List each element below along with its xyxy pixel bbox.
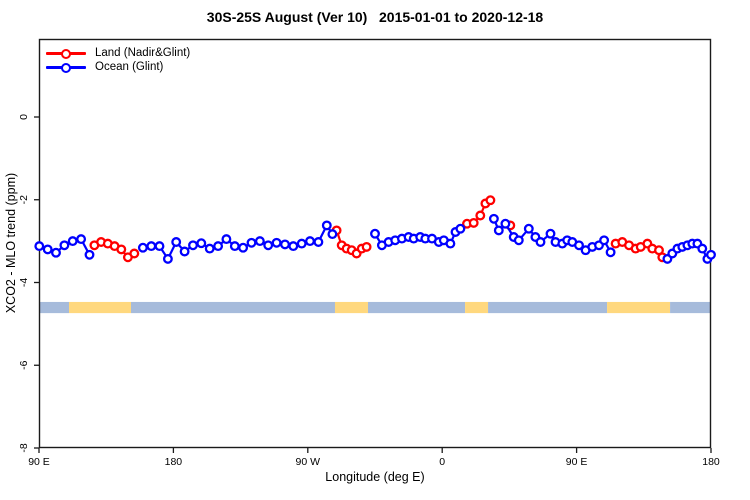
ocean-data-point (500, 218, 511, 229)
surface-band-land-segment (334, 301, 368, 314)
ocean-data-point (535, 237, 546, 247)
ocean-data-point (327, 229, 338, 240)
y-tick-label: -2 (18, 195, 30, 204)
surface-band-ocean-segment (488, 301, 608, 314)
ocean-data-point (246, 237, 257, 248)
x-tick-label: 90 E (28, 456, 50, 468)
ocean-data-point (137, 242, 148, 253)
ocean-data-point (213, 241, 224, 252)
surface-band-ocean-segment (39, 301, 70, 314)
ocean-data-point (34, 241, 45, 252)
legend-item-land: Land (Nadir&Glint) (46, 47, 190, 60)
ocean-data-point (545, 228, 556, 239)
land-series-marker-icon (46, 48, 86, 60)
open-circle-icon (61, 62, 71, 73)
legend: Land (Nadir&Glint) Ocean (Glint) (46, 47, 190, 75)
ocean-data-point (697, 243, 708, 254)
chart-title: 30S-25S August (Ver 10) 2015-01-01 to 20… (206, 9, 544, 25)
x-tick-label: 90 W (296, 456, 321, 468)
ocean-data-point (171, 237, 182, 247)
ocean-data-point (67, 236, 78, 247)
ocean-data-point (313, 237, 324, 247)
ocean-data-point (204, 243, 215, 254)
x-tick-label: 180 (165, 456, 183, 468)
surface-band-ocean-segment (367, 301, 466, 314)
ocean-data-point (76, 234, 87, 245)
surface-band-land-segment (69, 301, 131, 314)
ocean-data-point (305, 236, 315, 247)
ocean-data-point (84, 249, 95, 260)
ocean-data-point (42, 244, 53, 255)
ocean-data-point (513, 235, 524, 246)
open-circle-icon (61, 48, 71, 59)
ocean-data-point (154, 241, 165, 252)
ocean-data-point (162, 253, 173, 264)
x-tick-label: 180 (702, 456, 720, 468)
ocean-data-point (221, 234, 232, 245)
x-tick-label: 90 E (566, 456, 588, 468)
land-data-point (116, 244, 127, 255)
ocean-series-marker-icon (46, 62, 86, 74)
ocean-data-point (238, 242, 249, 253)
ocean-data-point (271, 237, 282, 248)
legend-item-ocean: Ocean (Glint) (46, 61, 190, 74)
y-axis-title: XCO2 - MLO trend (ppm) (4, 172, 18, 314)
surface-band-land-segment (607, 301, 671, 314)
ocean-data-point (370, 228, 380, 239)
x-axis-title: Longitude (deg E) (325, 470, 425, 484)
ocean-data-point (706, 249, 716, 260)
ocean-data-point (59, 240, 70, 251)
land-data-point (475, 210, 486, 221)
ocean-data-point (280, 239, 290, 250)
ocean-data-point (229, 241, 240, 252)
ocean-data-point (51, 247, 61, 258)
surface-band-land-segment (465, 301, 489, 314)
ocean-data-point (493, 225, 504, 236)
land-data-point (485, 195, 496, 206)
land-data-point (361, 241, 372, 252)
ocean-data-point (455, 223, 466, 234)
ocean-data-point (196, 238, 207, 249)
ocean-data-point (254, 236, 265, 247)
ocean-data-point (288, 241, 299, 252)
legend-label-land: Land (Nadir&Glint) (95, 47, 191, 59)
surface-band-ocean-segment (670, 301, 711, 314)
ocean-data-point (445, 238, 456, 249)
ocean-data-point (188, 240, 198, 251)
y-tick-label: -8 (18, 443, 30, 452)
surface-band-ocean-segment (130, 301, 335, 314)
y-tick-label: -4 (18, 278, 30, 287)
y-tick-label: 0 (18, 114, 30, 120)
ocean-data-point (263, 240, 274, 251)
ocean-data-point (523, 223, 534, 234)
land-data-point (468, 217, 479, 228)
ocean-data-point (574, 240, 584, 251)
ocean-data-point (599, 235, 610, 246)
y-tick-label: -6 (18, 360, 30, 369)
ocean-data-point (321, 220, 332, 231)
ocean-data-point (146, 241, 157, 252)
plot-frame (38, 38, 712, 449)
land-data-point (129, 248, 140, 259)
ocean-data-point (179, 246, 190, 257)
ocean-data-point (296, 238, 307, 249)
ocean-data-point (605, 247, 616, 258)
ocean-data-point (488, 213, 499, 224)
x-tick-label: 0 (439, 456, 445, 468)
legend-label-ocean: Ocean (Glint) (95, 61, 164, 73)
